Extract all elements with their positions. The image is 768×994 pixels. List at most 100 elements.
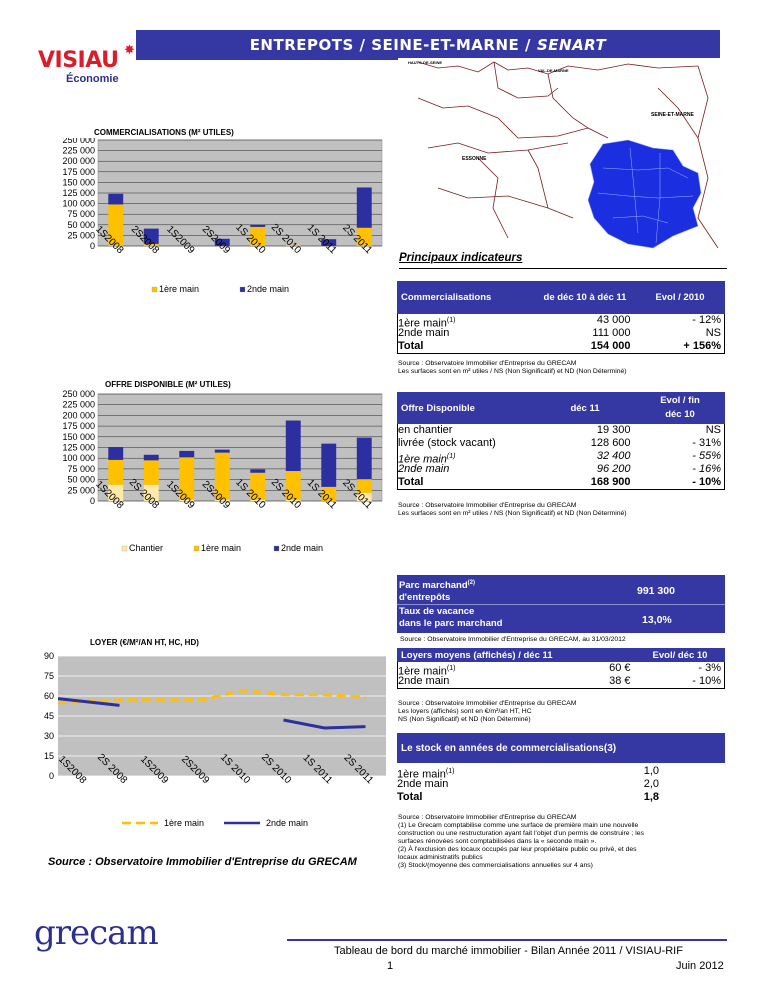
y-tick-label: 75 (44, 671, 54, 681)
y-tick-label: 15 (44, 751, 54, 761)
bar-1remain (108, 204, 124, 246)
row-value: 128 600 (590, 437, 631, 449)
offre-table: Offre Disponible déc 11 Evol / fin déc 1… (397, 392, 725, 490)
y-tick-label: 0 (90, 241, 95, 251)
y-tick-label: 150 000 (62, 177, 95, 187)
offre-col1: déc 11 (570, 402, 600, 414)
map-label-essonne: ESSONNE (462, 156, 487, 162)
y-tick-label: 25 000 (67, 485, 95, 495)
y-tick-label: 75 000 (67, 209, 95, 219)
footer-title: Tableau de bord du marché immobilier - B… (334, 945, 683, 957)
bar-1remain (321, 486, 337, 501)
table-row: 1ère main(1) 60 € - 3% (398, 662, 724, 678)
bar-chantier (179, 499, 195, 501)
row-label: 2nde main (398, 675, 450, 687)
bar-1remain (356, 479, 372, 493)
bar-1remain (250, 472, 266, 500)
row-value: 111 000 (592, 327, 631, 339)
footer-date: Juin 2012 (676, 960, 724, 972)
y-tick-label: 90 (44, 651, 54, 661)
bar-2ndemain (321, 239, 337, 246)
row-evol: - 31% (692, 437, 721, 449)
stock-header: Le stock en années de commercialisations… (397, 733, 725, 763)
row-evol: NS (705, 424, 721, 436)
map-label-seine-et-marne: SEINE-ET-MARNE (651, 112, 694, 118)
table-row: 1ère main(1) 43 000 - 12% (398, 314, 724, 330)
row-label: livrée (stock vacant) (398, 437, 496, 449)
left-source: Source : Observatoire Immobilier d'Entre… (48, 856, 357, 868)
table-row: 2nde main 38 € - 10% (398, 675, 724, 688)
row-value: 60 € (609, 662, 631, 674)
table-row: 2nde main 96 200 - 16% (398, 463, 724, 476)
bar-2ndemain (214, 449, 230, 453)
parc-sup: (2) (467, 580, 475, 586)
table-row: Total 1,8 (397, 791, 725, 804)
row-label: 1ère main(1) (398, 453, 456, 466)
y-tick-label: 75 000 (67, 464, 95, 474)
y-tick-label: 25 000 (67, 230, 95, 240)
note-line: (1) Le Grecam comptabilise comme une sur… (398, 822, 639, 829)
y-tick-label: 0 (90, 496, 95, 506)
offre-header: Offre Disponible (401, 402, 475, 414)
y-tick-label: 100 000 (62, 199, 95, 209)
bar-2ndemain (356, 187, 372, 228)
y-tick-label: 0 (49, 771, 54, 781)
divider (399, 268, 727, 269)
y-tick-label: 200 000 (62, 410, 95, 420)
legend-label: 1ère main (159, 284, 199, 294)
y-tick-label: 45 (44, 711, 54, 721)
legend-label: Chantier (129, 543, 163, 553)
y-tick-label: 175 000 (62, 421, 95, 431)
commercialisations-source: Source : Observatoire Immobilier d'Entre… (398, 360, 627, 376)
footer-page: 1 (387, 960, 394, 972)
row-value: 43 000 (596, 314, 631, 326)
row-value: 168 900 (590, 476, 631, 488)
bar-2ndemain (214, 238, 230, 246)
table-row: Total 168 900 - 10% (398, 476, 724, 489)
row-evol: - 10% (692, 675, 721, 687)
y-tick-label: 50 000 (67, 475, 95, 485)
table-row: 2nde main 111 000 NS (398, 327, 724, 340)
bar-2ndemain (179, 450, 195, 458)
legend-swatch (273, 545, 280, 552)
note-line: surfaces rénovées sont comptabilisées da… (398, 838, 597, 845)
vacance-value: 13,0% (642, 614, 672, 626)
bar-2ndemain (250, 469, 266, 473)
footnote-ref: (1) (445, 768, 455, 775)
vacance-label: Taux de vacance dans le parc marchand (399, 606, 502, 630)
map-label-val-de-marne: VAL-DE-MARNE (538, 68, 569, 73)
offre-source: Source : Observatoire Immobilier d'Entre… (398, 502, 627, 518)
footer-divider (287, 939, 727, 941)
chart1-title: COMMERCIALISATIONS (M² UTILES) (94, 128, 234, 137)
stock-table: 1ère main(1) 1,0 2nde main 2,0 Total 1,8 (397, 765, 725, 804)
legend-label: 1ère main (201, 543, 241, 553)
parc-label-b: d'entrepôts (399, 592, 451, 604)
region-map: HAUTS-DE-SEINE VAL-DE-MARNE SEINE-ET-MAR… (398, 58, 728, 254)
row-label: 1ère main(1) (398, 665, 456, 678)
row-value: 1,0 (643, 765, 659, 777)
y-tick-label: 225 000 (62, 146, 95, 156)
row-label: Total (398, 476, 424, 488)
y-tick-label: 125 000 (62, 188, 95, 198)
visiau-logo: ✸ VISIAU Économie (38, 42, 135, 85)
row-label: 1ère main(1) (398, 317, 456, 330)
page-header: ENTREPOTS / SEINE-ET-MARNE / SENART (136, 30, 720, 60)
loyers-table: Loyers moyens (affichés) / déc 11 Evol/ … (397, 648, 725, 689)
loyers-col2: Evol/ déc 10 (652, 649, 708, 661)
parc-label: Parc marchand(2) d'entrepôts (399, 577, 475, 604)
footnote-ref: (1) (446, 317, 456, 324)
parc-value: 991 300 (637, 585, 675, 597)
commercialisations-header: Commercialisations (401, 292, 492, 303)
row-evol: - 55% (692, 450, 721, 462)
parc-label-a: Parc marchand (399, 580, 468, 592)
bar-2ndemain (143, 454, 159, 461)
line-seconde-main (283, 718, 366, 730)
loyers-header: Loyers moyens (affichés) / déc 11 (401, 649, 553, 661)
row-label: 2nde main (398, 463, 450, 475)
source-line: Source : Observatoire Immobilier d'Entre… (398, 360, 577, 367)
row-value: 154 000 (590, 340, 631, 352)
bar-1remain (108, 459, 124, 485)
source-line: Les surfaces sont en m² utiles / NS (Non… (398, 368, 627, 375)
logo-text: VISIAU (38, 48, 119, 73)
